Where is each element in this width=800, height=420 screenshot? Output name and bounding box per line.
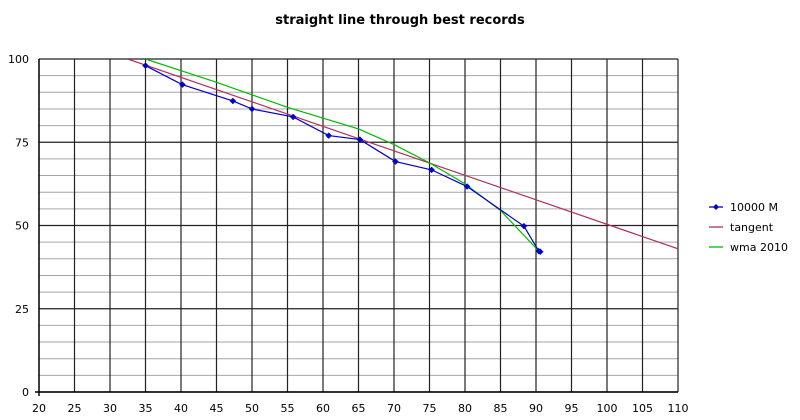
- x-tick-label: 65: [352, 402, 366, 415]
- x-tick-label: 95: [565, 402, 579, 415]
- y-tick-label: 25: [15, 303, 29, 316]
- x-tick-label: 25: [68, 402, 82, 415]
- legend-item: tangent: [709, 221, 774, 234]
- series-line-tangent: [127, 59, 678, 250]
- data-point: [463, 183, 471, 190]
- data-point: [289, 113, 297, 121]
- data-point: [325, 132, 333, 139]
- y-tick-label: 50: [15, 220, 29, 233]
- data-point: [392, 158, 399, 165]
- legend-label: 10000 M: [730, 201, 778, 214]
- data-point: [428, 166, 435, 174]
- x-tick-label: 20: [32, 402, 46, 415]
- x-tick-label: 30: [103, 402, 117, 415]
- series-line-wma-2010: [145, 59, 540, 252]
- legend-item: 10000 M: [709, 201, 778, 214]
- x-tick-label: 60: [316, 402, 330, 415]
- legend-marker: [713, 204, 719, 210]
- x-tick-label: 40: [174, 402, 188, 415]
- legend-item: wma 2010: [709, 241, 788, 254]
- x-tick-label: 45: [210, 402, 224, 415]
- data-point: [179, 81, 186, 88]
- x-tick-label: 100: [597, 402, 618, 415]
- legend: 10000 M tangent wma 2010: [709, 201, 788, 254]
- x-tick-label: 75: [423, 402, 437, 415]
- legend-label: wma 2010: [730, 241, 788, 254]
- y-tick-label: 0: [22, 386, 29, 399]
- x-tick-label: 55: [281, 402, 295, 415]
- y-tick-label: 100: [8, 53, 29, 66]
- x-tick-label: 70: [387, 402, 401, 415]
- data-point: [229, 97, 237, 105]
- x-tick-label: 50: [245, 402, 259, 415]
- data-point: [536, 248, 544, 256]
- chart-title: straight line through best records: [275, 13, 525, 28]
- legend-label: tangent: [730, 221, 774, 234]
- x-tick-label: 90: [529, 402, 543, 415]
- y-tick-label: 75: [15, 136, 29, 149]
- x-tick-label: 85: [494, 402, 508, 415]
- data-point: [248, 105, 256, 113]
- x-tick-label: 105: [632, 402, 653, 415]
- data-point: [356, 136, 364, 143]
- plot-area: 20 25 30 35 40 45 50 55 60 65 70 75 80 85 90 95 100 105 11…: [8, 53, 689, 415]
- data-point: [520, 222, 528, 230]
- x-tick-label: 35: [139, 402, 153, 415]
- x-tick-label: 110: [668, 402, 689, 415]
- x-tick-label: 80: [458, 402, 472, 415]
- data-point: [142, 62, 149, 70]
